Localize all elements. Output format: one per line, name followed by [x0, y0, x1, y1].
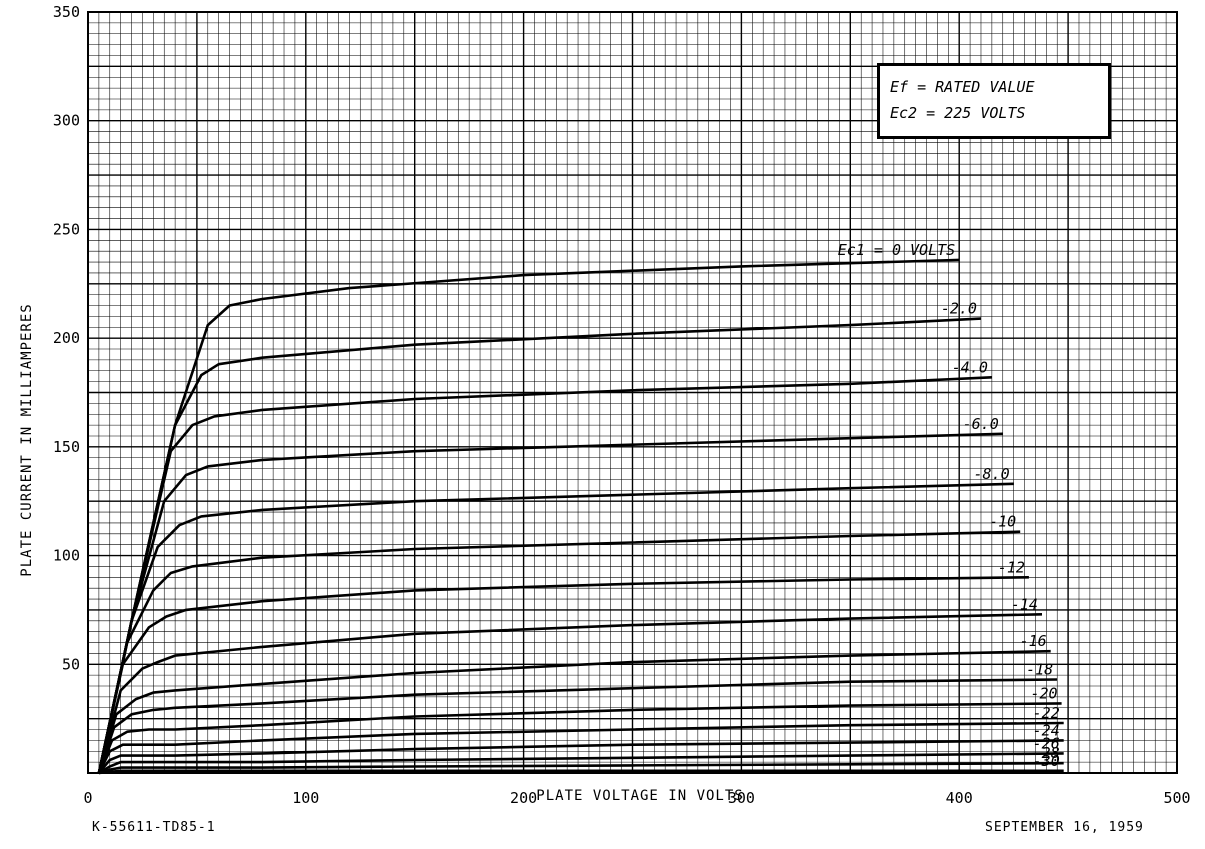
curve-series	[98, 769, 1064, 775]
curve-series	[98, 761, 1064, 775]
x-axis-title: PLATE VOLTAGE IN VOLTS	[536, 788, 743, 804]
y-tick-label: 250	[53, 220, 80, 238]
legend-line-filament: Ef = RATED VALUE	[890, 78, 1035, 96]
curve-series	[97, 678, 1058, 774]
legend-box: Ef = RATED VALUE Ec2 = 225 VOLTS	[877, 63, 1111, 139]
curve-series	[97, 432, 1003, 774]
y-tick-label: 200	[53, 329, 80, 347]
y-tick-label: 50	[62, 655, 80, 673]
curve-label: -14	[1011, 595, 1038, 613]
curve-series	[97, 530, 1021, 774]
curve-label: -18	[1026, 661, 1053, 679]
curve-label: -6.0	[963, 415, 999, 433]
curve-series	[97, 739, 1064, 774]
x-tick-label: 300	[728, 789, 755, 807]
curve-label: -10	[989, 513, 1016, 531]
x-tick-label: 500	[1163, 789, 1190, 807]
curve-series	[97, 576, 1029, 774]
curve-label: Ec1 = 0 VOLTS	[838, 241, 955, 259]
curve-label: -24	[1033, 721, 1060, 739]
plot-border	[87, 11, 1178, 774]
curve-label: -26	[1033, 734, 1060, 752]
curve-label: -28	[1033, 744, 1060, 762]
drawing-code: K-55611-TD85-1	[92, 820, 216, 835]
y-tick-labels: 50 100 150 200 250 300 350	[53, 3, 80, 673]
curve-series	[97, 258, 960, 774]
curve-label: -30	[1033, 752, 1060, 770]
curve-series	[97, 613, 1043, 774]
legend-line-screen: Ec2 = 225 VOLTS	[890, 104, 1026, 122]
curve-label: -4.0	[952, 358, 988, 376]
y-axis-title: PLATE CURRENT IN MILLIAMPERES	[19, 303, 35, 576]
x-tick-label: 400	[946, 789, 973, 807]
curve-label: -8.0	[974, 465, 1010, 483]
curve-label: -2.0	[941, 300, 977, 318]
series-curves	[97, 258, 1064, 775]
x-tick-label: 100	[292, 789, 319, 807]
curve-label: -16	[1020, 632, 1047, 650]
x-tick-label: 200	[510, 789, 537, 807]
y-tick-label: 300	[53, 112, 80, 130]
grid	[87, 11, 1178, 774]
curve-label: -22	[1033, 704, 1060, 722]
curve-series	[97, 482, 1014, 774]
curve-labels: Ec1 = 0 VOLTS -2.0 -4.0 -6.0 -8.0 -10 -12 -14 -1…	[838, 241, 1060, 770]
curve-series	[97, 649, 1051, 774]
curve-series	[98, 752, 1064, 775]
drawing-date: SEPTEMBER 16, 1959	[985, 820, 1144, 835]
curve-series	[97, 702, 1062, 774]
curve-label: -12	[998, 558, 1025, 576]
y-tick-label: 150	[53, 438, 80, 456]
plot-frame	[87, 11, 1178, 774]
y-tick-label: 100	[53, 547, 80, 565]
curve-label: -20	[1030, 684, 1057, 702]
x-tick-label: 0	[83, 789, 92, 807]
curve-series	[97, 721, 1064, 774]
y-tick-label: 350	[53, 3, 80, 21]
curve-series	[97, 376, 992, 774]
x-tick-labels: 0 100 200 300 400 500	[83, 789, 1190, 807]
